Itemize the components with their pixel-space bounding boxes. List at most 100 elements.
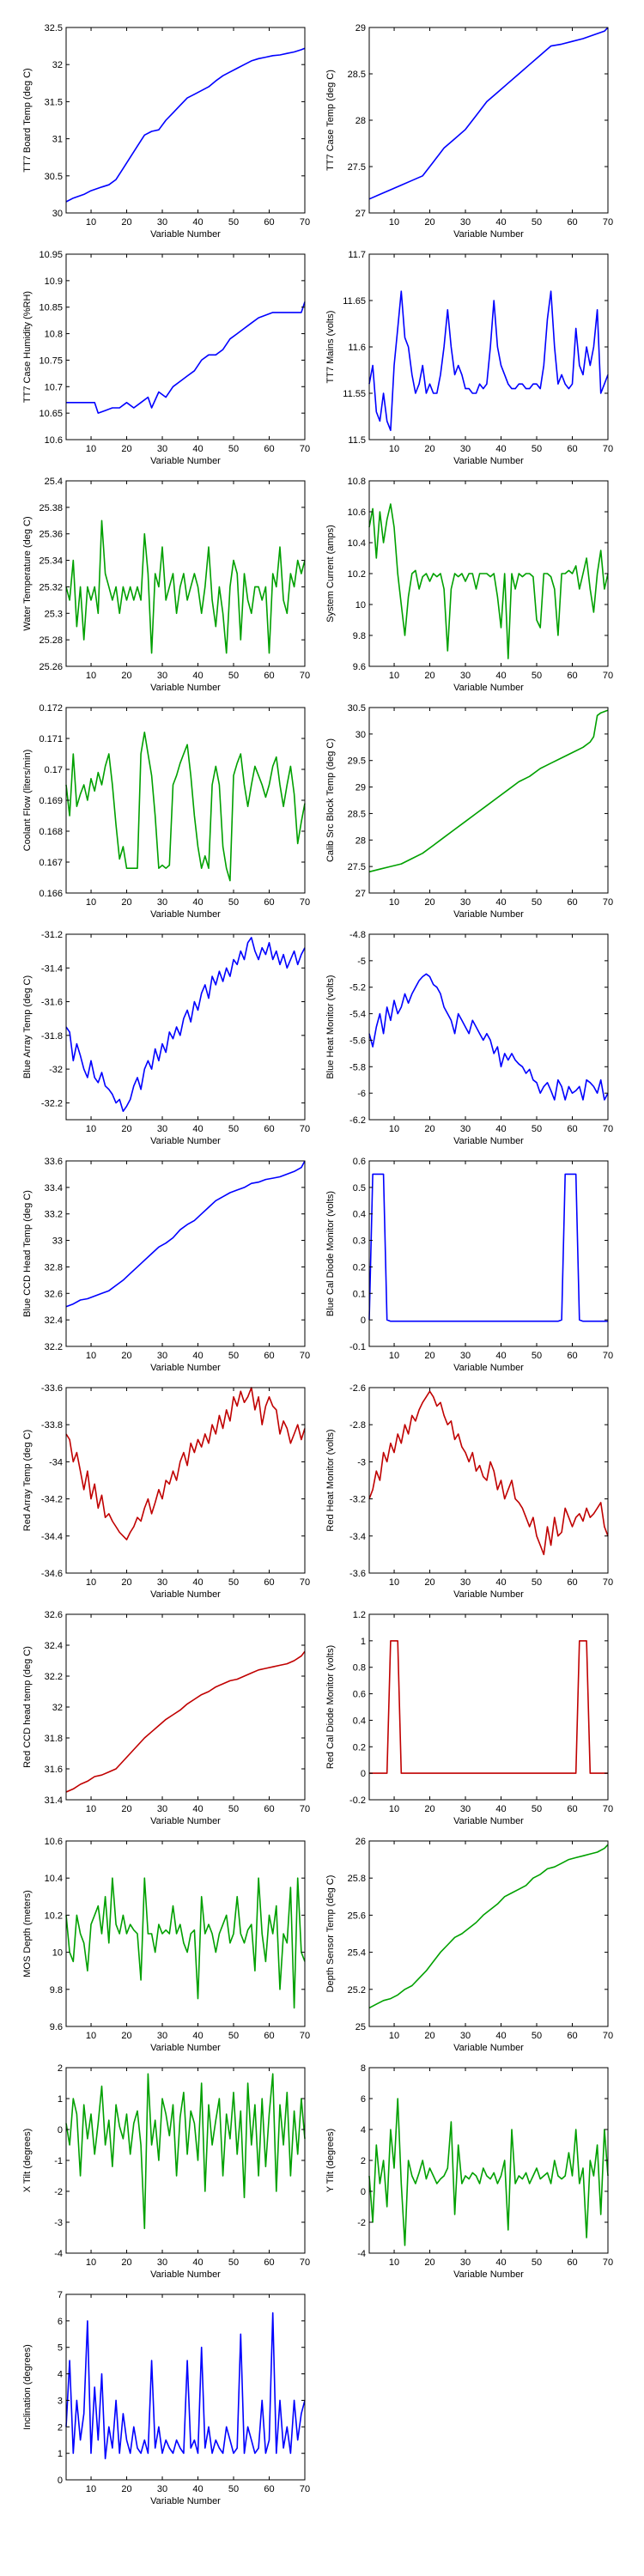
y-tick-label: 10.8 — [348, 477, 366, 487]
x-tick-label: 20 — [121, 2031, 131, 2041]
y-tick-label: 28 — [355, 835, 366, 846]
y-tick-label: 25.8 — [348, 1874, 366, 1884]
y-tick-label: 25.38 — [39, 503, 63, 513]
subplot: 10 20 30 40 50 60 70 -34.6 -34.4 -34.2 -34 -33.8 -33… — [22, 1383, 310, 1600]
x-tick-label: 50 — [228, 1351, 239, 1361]
x-tick-label: 30 — [460, 671, 471, 681]
plot-frame — [65, 2293, 306, 2481]
y-tick-label: 0 — [361, 1769, 366, 1779]
subplot: 10 20 30 40 50 60 70 -32.2 -32 -31.8 -31.6 -31.4 -31… — [22, 930, 310, 1146]
series-line — [368, 1844, 609, 2009]
x-tick-label: 70 — [300, 897, 310, 908]
x-tick-label: 30 — [157, 671, 167, 681]
series-line — [65, 1650, 306, 1793]
y-tick-label: -5.4 — [349, 1010, 366, 1020]
x-axis-label: Variable Number — [150, 1816, 221, 1826]
x-tick-label: 10 — [86, 217, 96, 228]
x-axis-label: Variable Number — [150, 229, 221, 240]
x-axis-label: Variable Number — [150, 1589, 221, 1600]
x-tick-label: 70 — [603, 2257, 613, 2268]
x-tick-label: 50 — [228, 671, 239, 681]
y-tick-label: 0.172 — [39, 703, 63, 714]
plot-frame — [65, 27, 306, 214]
y-tick-label: 10 — [355, 600, 366, 611]
subplot: 10 20 30 40 50 60 70 -0.1 0 0.1 0.2 0.3 0.4 0.5 0.6 Var… — [325, 1157, 613, 1373]
y-tick-label: 25.4 — [348, 1948, 366, 1959]
x-tick-label: 10 — [86, 2031, 96, 2041]
x-axis-label: Variable Number — [150, 456, 221, 466]
y-tick-label: 0.17 — [45, 765, 63, 775]
x-tick-label: 70 — [603, 1577, 613, 1588]
y-tick-label: 28.5 — [348, 70, 366, 80]
x-tick-label: 30 — [460, 1577, 471, 1588]
y-tick-label: 0.169 — [39, 796, 63, 806]
plot-frame — [368, 253, 609, 440]
x-axis-label: Variable Number — [150, 2043, 221, 2053]
y-tick-label: -34 — [49, 1457, 63, 1467]
subplot: 10 20 30 40 50 60 70 25.26 25.28 25.3 25.32 25.34 25… — [22, 477, 310, 693]
subplot: 10 20 30 40 50 60 70 -4 -3 -2 -1 0 1 2 Variable Number… — [22, 2063, 310, 2280]
x-tick-label: 70 — [300, 1124, 310, 1134]
x-tick-label: 10 — [389, 444, 399, 454]
y-tick-label: 5 — [58, 2343, 63, 2354]
x-tick-label: 40 — [495, 671, 506, 681]
x-tick-label: 20 — [424, 1577, 434, 1588]
y-axis-label: Depth Sensor Temp (deg C) — [325, 1875, 336, 1993]
series-line — [65, 937, 306, 1112]
y-tick-label: 10.9 — [45, 276, 63, 287]
x-tick-label: 40 — [495, 1351, 506, 1361]
series-line — [368, 2098, 609, 2246]
x-tick-label: 50 — [228, 217, 239, 228]
x-tick-label: 20 — [121, 1804, 131, 1814]
x-axis-label: Variable Number — [150, 2269, 221, 2280]
y-tick-label: 11.5 — [348, 435, 366, 446]
x-tick-label: 70 — [300, 1577, 310, 1588]
y-tick-label: 1 — [361, 1637, 366, 1647]
x-tick-label: 30 — [157, 1804, 167, 1814]
y-tick-label: 0.4 — [353, 1716, 366, 1726]
y-tick-label: 10.7 — [45, 382, 63, 392]
x-tick-label: 20 — [121, 2484, 131, 2494]
y-tick-label: 3 — [58, 2396, 63, 2406]
x-tick-label: 40 — [192, 444, 203, 454]
x-axis-label: Variable Number — [453, 1136, 524, 1146]
x-tick-label: 70 — [603, 2031, 613, 2041]
plot-frame — [65, 707, 306, 894]
plot-frame — [65, 933, 306, 1121]
y-tick-label: -2.8 — [349, 1420, 366, 1431]
series-line — [65, 731, 306, 882]
y-axis-label: Blue Array Temp (deg C) — [22, 975, 33, 1078]
y-axis-label: Inclination (degrees) — [22, 2344, 33, 2430]
x-tick-label: 10 — [86, 2257, 96, 2268]
x-tick-label: 50 — [532, 1351, 542, 1361]
y-tick-label: 27.5 — [348, 862, 366, 872]
subplot: 10 20 30 40 50 60 70 10.6 10.65 10.7 10.75 10.8 10.8… — [22, 250, 310, 466]
plot-frame — [65, 1840, 306, 2027]
x-tick-label: 30 — [157, 1351, 167, 1361]
x-axis-label: Variable Number — [453, 2043, 524, 2053]
plot-frame — [65, 480, 306, 667]
x-tick-label: 50 — [532, 1124, 542, 1134]
x-tick-label: 70 — [300, 2484, 310, 2494]
y-axis-label: X Tilt (degrees) — [22, 2129, 33, 2193]
y-tick-label: 30 — [355, 730, 366, 740]
y-tick-label: 0 — [361, 1315, 366, 1326]
y-tick-label: 32 — [52, 60, 63, 70]
y-tick-label: 10.6 — [45, 435, 63, 446]
x-tick-label: 30 — [460, 444, 471, 454]
x-tick-label: 20 — [121, 2257, 131, 2268]
subplot: 10 20 30 40 50 60 70 -6.2 -6 -5.8 -5.6 -5.4 -5.2 -5 -4… — [325, 930, 613, 1146]
y-tick-label: 10.6 — [45, 1837, 63, 1847]
x-tick-label: 60 — [264, 1124, 274, 1134]
y-tick-label: -32.2 — [41, 1098, 63, 1109]
x-tick-label: 20 — [121, 1577, 131, 1588]
y-tick-label: -3.4 — [349, 1532, 366, 1542]
y-tick-label: 4 — [361, 2125, 366, 2136]
y-tick-label: 2 — [361, 2156, 366, 2166]
y-tick-label: 0.2 — [353, 1742, 366, 1753]
series-line — [368, 27, 609, 200]
y-tick-label: 10.2 — [348, 569, 366, 580]
x-tick-label: 30 — [460, 1124, 471, 1134]
y-tick-label: -1 — [54, 2156, 63, 2166]
